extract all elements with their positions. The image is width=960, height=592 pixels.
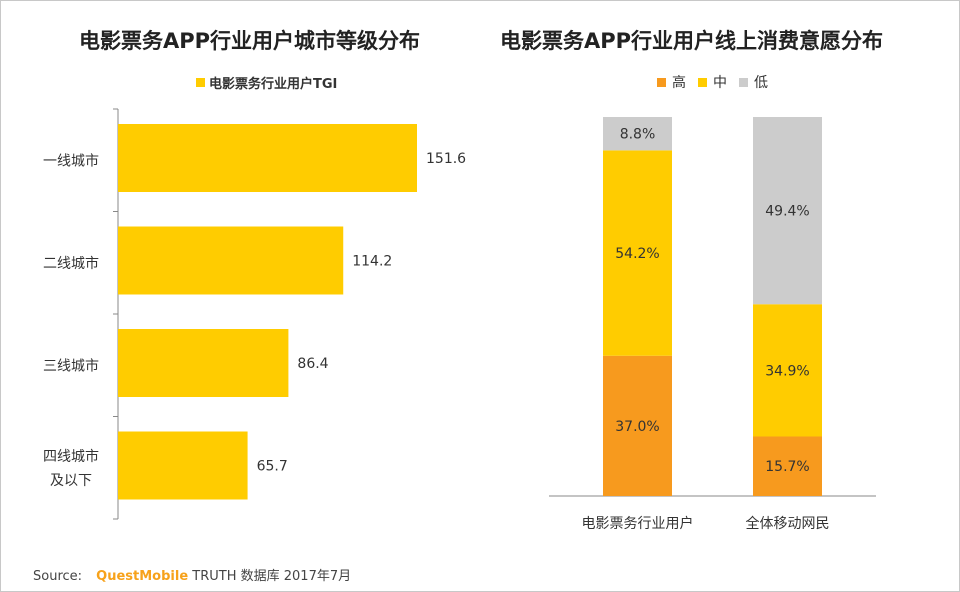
stack-segment-中 <box>753 304 822 437</box>
bar-一线城市 <box>118 124 417 192</box>
data-label: 54.2% <box>615 246 659 262</box>
stack-segment-低 <box>753 117 822 305</box>
bar-四线城市及以下 <box>118 431 248 500</box>
data-label: 15.7% <box>765 459 809 475</box>
stack-segment-中 <box>603 150 672 356</box>
right-chart-title: 电影票务APP行业用户线上消费意愿分布 <box>500 29 884 53</box>
x-tick-label: 全体移动网民 <box>746 515 830 532</box>
data-label: 65.7 <box>257 459 288 475</box>
source-label: Source: <box>33 569 83 584</box>
data-label: 151.6 <box>426 151 466 167</box>
category-label: 及以下 <box>50 473 92 489</box>
data-label: 37.0% <box>615 419 659 435</box>
left-legend: 电影票务行业用户TGI <box>196 73 337 92</box>
category-label: 二线城市 <box>43 255 99 272</box>
left-chart-title: 电影票务APP行业用户城市等级分布 <box>79 29 421 53</box>
bar-二线城市 <box>118 226 344 295</box>
data-label: 114.2 <box>352 254 392 270</box>
stack-segment-低 <box>603 117 672 151</box>
legend-label-high: 高 <box>672 75 686 91</box>
category-label: 三线城市 <box>43 357 99 374</box>
source-note: Source: QuestMobile TRUTH 数据库 2017年7月 <box>33 565 351 584</box>
data-label: 49.4% <box>765 204 809 220</box>
legend-swatch <box>196 78 205 87</box>
data-label: 8.8% <box>620 127 656 143</box>
category-label: 四线城市 <box>43 448 99 465</box>
legend-label: 电影票务行业用户TGI <box>209 77 338 92</box>
right-legend: 高 中 低 <box>657 72 768 92</box>
category-label: 一线城市 <box>43 152 99 169</box>
stack-segment-高 <box>753 436 822 496</box>
x-tick-label: 电影票务行业用户 <box>582 515 694 532</box>
legend-label-mid: 中 <box>713 75 727 91</box>
bar-三线城市 <box>118 329 289 397</box>
data-label: 34.9% <box>765 363 809 379</box>
source-rest: TRUTH 数据库 2017年7月 <box>192 569 352 584</box>
legend-swatch-mid <box>698 77 707 87</box>
stack-segment-高 <box>603 355 672 496</box>
source-brand: QuestMobile <box>96 569 189 584</box>
data-label: 86.4 <box>297 356 328 372</box>
legend-swatch-high <box>657 77 666 87</box>
legend-label-low: 低 <box>754 75 768 91</box>
legend-swatch-low <box>739 77 748 87</box>
